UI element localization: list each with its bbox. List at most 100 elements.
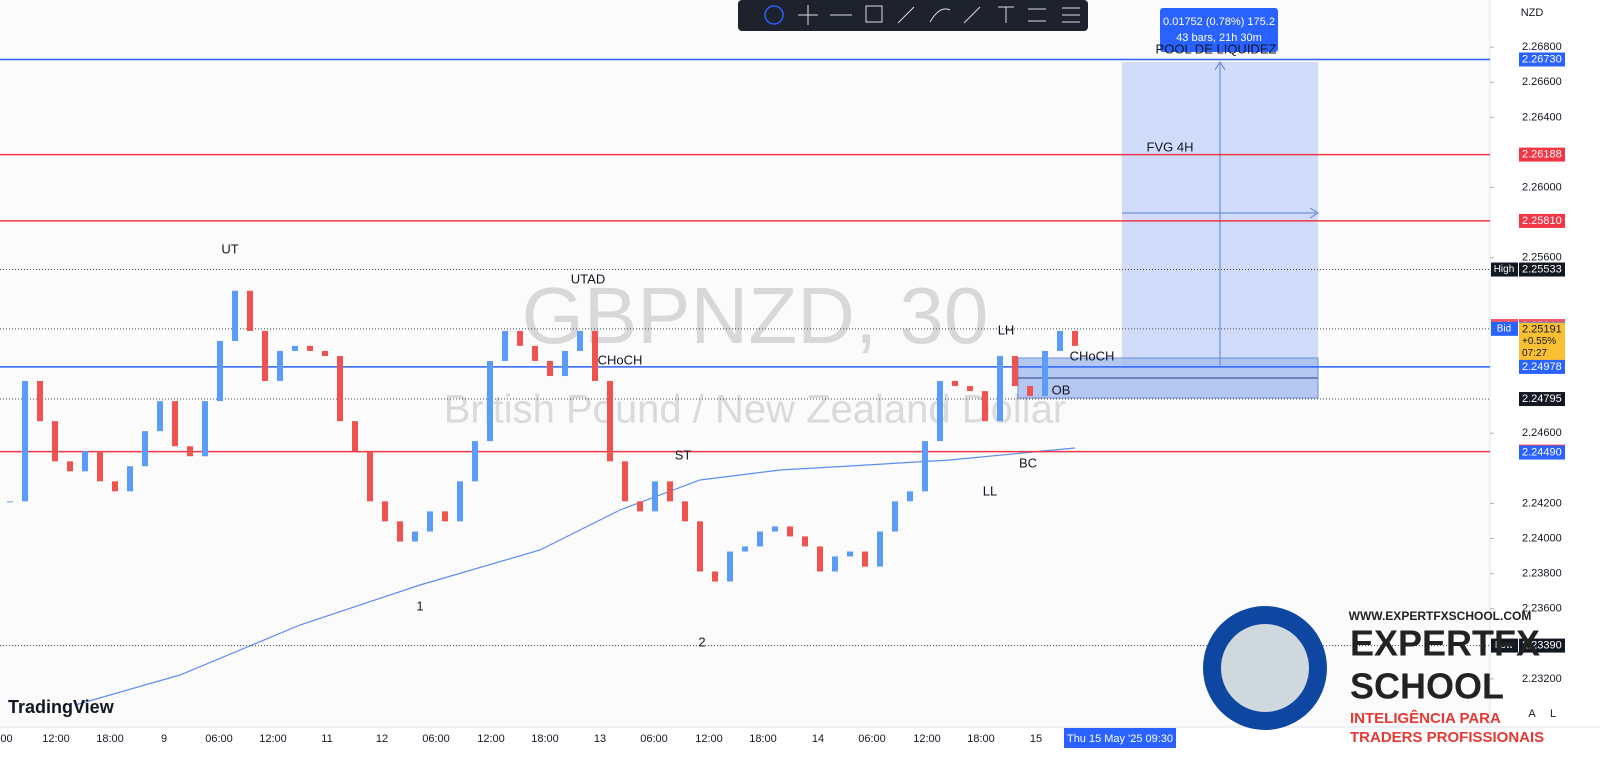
annotation: CHoCH (598, 352, 643, 367)
brand: TradingView (8, 697, 115, 717)
x-tick-label: 15 (1030, 733, 1042, 745)
candle (967, 386, 973, 392)
candle (232, 290, 238, 341)
measure-label (1160, 8, 1278, 52)
x-tick-label: 06:00 (858, 733, 886, 745)
annotation: ST (675, 447, 692, 462)
x-tick-label: 12:00 (913, 733, 941, 745)
x-tick-label: 12:00 (259, 733, 287, 745)
tool-more[interactable] (1062, 7, 1080, 23)
candle (877, 531, 883, 567)
candle (67, 461, 73, 472)
tool-rect[interactable] (865, 5, 883, 23)
currency: NZD (1521, 7, 1544, 19)
candle (787, 526, 793, 537)
price-badge (1519, 638, 1565, 653)
arrow-head (1214, 61, 1226, 71)
logo-title: SCHOOL (1350, 666, 1504, 707)
candle (1072, 330, 1078, 346)
tool-select[interactable] (764, 5, 784, 25)
price-badge (1519, 262, 1565, 277)
candle (7, 501, 13, 503)
candle (382, 501, 388, 522)
toolbar (738, 0, 1088, 31)
candle (577, 330, 583, 351)
annotation: OB (1052, 382, 1071, 397)
candle (187, 446, 193, 457)
candle (247, 290, 253, 331)
candle (202, 401, 208, 457)
tool-curve[interactable] (929, 8, 951, 23)
candle (997, 356, 1003, 422)
x-tick-label: 12:00 (42, 733, 70, 745)
candle (592, 330, 598, 381)
y-tick-label: 2.26400 (1522, 111, 1562, 123)
candle (727, 551, 733, 582)
annotation: LL (983, 483, 997, 498)
logo-helmet (1221, 624, 1309, 712)
price-badge (1519, 445, 1565, 460)
candle (157, 401, 163, 432)
candle (547, 360, 553, 377)
y-tick-label: 2.24200 (1522, 497, 1562, 509)
price-badge-label: 2.25533 (1522, 263, 1562, 275)
price-badge (1519, 213, 1565, 228)
candle (847, 551, 853, 557)
candle (1057, 330, 1063, 351)
tool-text[interactable] (998, 6, 1014, 23)
x-tick-label: :00 (0, 733, 13, 745)
tool-trend[interactable] (897, 6, 915, 24)
tool-fib[interactable] (1028, 8, 1046, 22)
price-badge-label: 2.24978 (1522, 361, 1562, 373)
candle (772, 526, 778, 532)
candle (562, 350, 568, 377)
y-tick-label: 2.24600 (1522, 427, 1562, 439)
y-tick-label: 2.23800 (1522, 568, 1562, 580)
candle (952, 380, 958, 387)
logo-tag: TRADERS PROFISSIONAIS (1350, 729, 1544, 746)
tag-bg (1491, 262, 1518, 277)
price-badge (1519, 392, 1565, 407)
x-tick-label: 06:00 (205, 733, 233, 745)
logo-title: EXPERTFX (1350, 623, 1540, 664)
candle (322, 350, 328, 357)
logo: WWW.EXPERTFXSCHOOL.COM EXPERTFX SCHOOL I… (1203, 606, 1544, 746)
candle (1027, 386, 1033, 397)
tool-line[interactable] (963, 6, 981, 24)
candle (112, 481, 118, 492)
annotation: 2 (698, 634, 705, 649)
price-badge (1519, 359, 1565, 374)
scale-btn[interactable]: A (1528, 708, 1536, 720)
y-tick-label: 2.24000 (1522, 532, 1562, 544)
candle (652, 481, 658, 512)
price-badge-label: 2.25810 (1522, 215, 1562, 227)
x-tick-label: 06:00 (640, 733, 668, 745)
tool-cross[interactable] (798, 5, 818, 25)
crosshair-time-bg (1064, 728, 1176, 748)
price-tag: Bid (1497, 323, 1511, 334)
logo-tag: INTELIGÊNCIA PARA (1350, 709, 1501, 727)
candle (412, 531, 418, 542)
logo-url: WWW.EXPERTFXSCHOOL.COM (1349, 609, 1532, 623)
scale-btn[interactable]: L (1550, 708, 1556, 720)
candle (217, 340, 223, 402)
x-tick-label: 12:00 (695, 733, 723, 745)
x-tick-label: 12:00 (477, 733, 505, 745)
candle (142, 431, 148, 467)
candle (277, 350, 283, 381)
candle (712, 571, 718, 582)
candle (607, 380, 613, 462)
x-tick-label: 11 (321, 733, 332, 745)
y-tick-label: 2.25600 (1522, 252, 1562, 264)
candle (52, 421, 58, 462)
price-badge-extra: 07:27 (1522, 348, 1547, 359)
candle (307, 345, 313, 351)
candle (172, 401, 178, 447)
y-tick-label: 2.26600 (1522, 76, 1562, 88)
candle (457, 481, 463, 522)
watermark-name: British Pound / New Zealand Dollar (444, 388, 1067, 432)
candle (292, 345, 298, 351)
candle (982, 391, 988, 422)
candle (97, 451, 103, 482)
